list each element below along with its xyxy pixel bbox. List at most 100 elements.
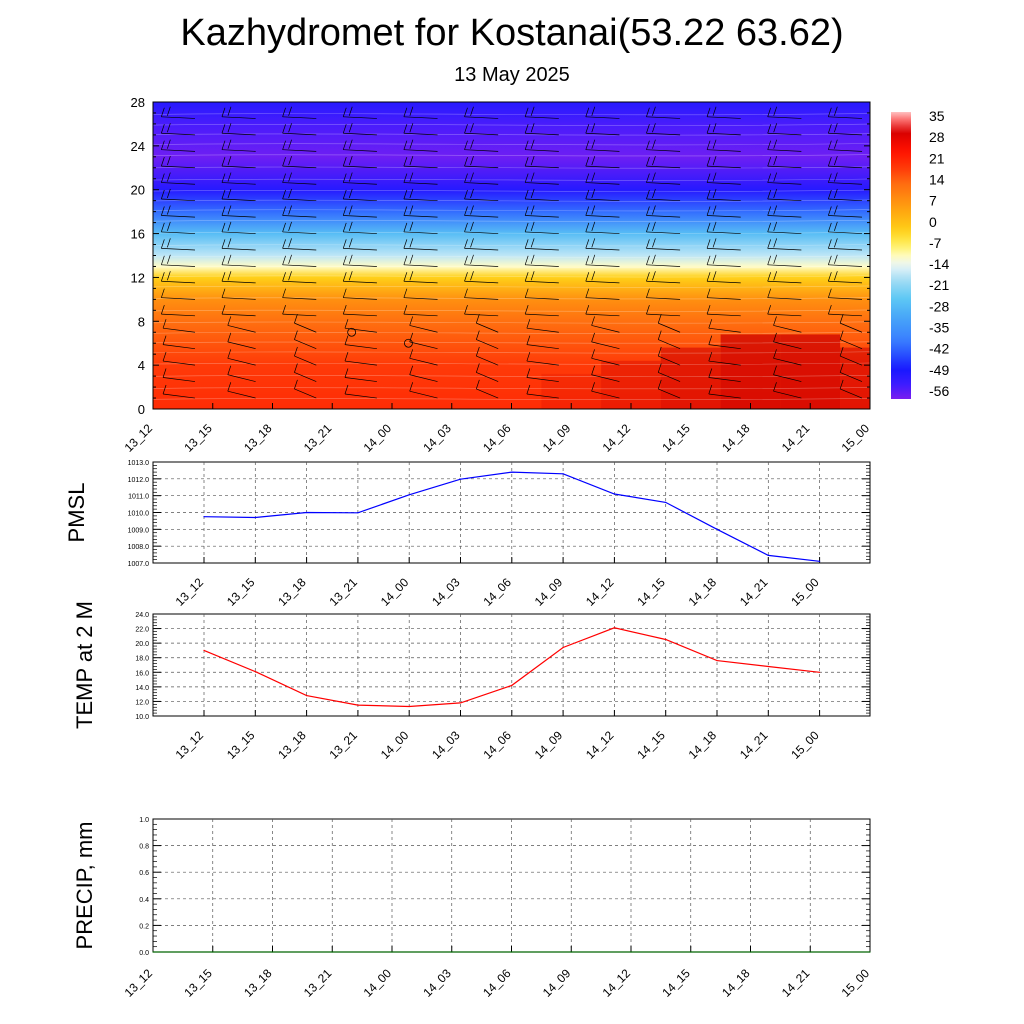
isotherm [153, 331, 870, 334]
data-point [819, 671, 821, 673]
wind-barb [585, 139, 620, 152]
wind-barb [227, 382, 256, 399]
wind-barb [827, 172, 863, 185]
wind-barb [827, 106, 863, 119]
wind-barb [221, 188, 256, 202]
wind-barb [227, 332, 256, 350]
wind-barb [403, 271, 438, 284]
wind-barb [585, 238, 620, 251]
wind-barb [646, 271, 681, 284]
x-tick-label: 14_09 [532, 728, 566, 762]
wind-barb [342, 305, 377, 317]
wind-barb [706, 123, 741, 136]
wind-barb [839, 363, 863, 382]
wind-barb [475, 363, 499, 382]
wind-barb [475, 330, 499, 350]
pmsl-panel: 1007.0 1008.0 1009.0 1010.0 1011.0 1012.0 1013… [64, 460, 871, 609]
wind-barb [827, 156, 863, 169]
wind-barb [282, 106, 317, 119]
wind-barb [767, 123, 802, 136]
wind-barb [403, 238, 438, 251]
y-tick-label: 1009.0 [128, 527, 150, 534]
y-tick-label: 0.2 [139, 923, 149, 930]
wind-barb [646, 156, 681, 169]
y-tick-label: 0.8 [139, 844, 149, 851]
isotherm [153, 265, 870, 268]
wind-barb [464, 238, 499, 251]
isotherm [153, 189, 870, 192]
isotherm [153, 113, 870, 116]
data-point [408, 494, 410, 496]
data-point [613, 493, 616, 495]
y-tick-label: 24.0 [135, 612, 149, 619]
colorbar-label: -35 [929, 320, 949, 336]
x-tick-label: 13_15 [181, 421, 215, 455]
wind-barb [591, 349, 620, 366]
wind-barb [526, 335, 559, 350]
x-tick-label: 14_15 [634, 728, 668, 762]
isotherm [153, 362, 870, 365]
wind-barb [342, 139, 377, 152]
y-tick-label: 1008.0 [128, 544, 150, 551]
wind-barb [827, 123, 863, 136]
wind-barb [591, 365, 620, 382]
wind-barb [294, 314, 317, 333]
x-tick-label: 13_12 [173, 728, 207, 762]
x-tick-label: 14_15 [659, 421, 693, 455]
data-point [408, 705, 410, 708]
wind-barb [706, 254, 741, 267]
wind-barb [221, 254, 256, 267]
isotherm [153, 123, 870, 126]
x-tick-label: 13_12 [122, 966, 156, 1000]
wind-barb [827, 254, 863, 267]
calm-circle [404, 338, 413, 348]
wind-barb [282, 139, 317, 152]
wind-barb [342, 172, 377, 185]
data-point [819, 560, 821, 562]
temp-panel: 10.0 12.0 14.0 16.0 18.0 20.0 22.0 24.0 13_12 13_… [72, 601, 871, 762]
wind-barb [646, 139, 681, 152]
wind-barb [706, 238, 741, 251]
y-axis-label: PRECIP, mm [72, 822, 97, 950]
wind-barb [409, 382, 438, 399]
wind-barb [657, 314, 681, 333]
data-point [459, 478, 462, 480]
wind-barb [646, 254, 681, 267]
x-tick-label: 13_12 [122, 421, 156, 455]
y-tick-label: 28 [131, 95, 145, 110]
colorbar-label: -7 [929, 235, 942, 251]
wind-barb [221, 221, 256, 234]
wind-barb [282, 288, 317, 300]
colorbar-label: 14 [929, 171, 945, 187]
isotherm [153, 297, 870, 300]
wind-barb [464, 106, 499, 119]
isotherm [153, 341, 870, 344]
wind-barb [526, 351, 559, 366]
wind-barb [403, 221, 438, 234]
wind-barb [221, 271, 256, 284]
y-tick-label: 1.0 [139, 817, 149, 824]
wind-barb [344, 319, 377, 333]
data-point [613, 627, 616, 629]
wind-barb [342, 188, 377, 202]
wind-barb [526, 368, 559, 382]
wind-barb [403, 172, 438, 185]
y-tick-label: 14.0 [135, 685, 149, 692]
wind-barb [524, 106, 559, 119]
wind-barb [706, 156, 741, 169]
wind-barb [646, 305, 681, 317]
data-point [511, 684, 513, 687]
wind-barb [773, 382, 802, 399]
wind-barb [773, 365, 802, 382]
x-tick-label: 14_21 [737, 575, 771, 609]
x-tick-label: 14_12 [583, 575, 617, 609]
wind-barb [344, 384, 377, 399]
data-point [203, 516, 205, 518]
colorbar-label: -42 [929, 341, 949, 357]
x-tick-label: 14_06 [480, 728, 514, 762]
colorbar-label: 7 [929, 193, 937, 209]
wind-barb [524, 271, 559, 284]
colorbar-label: 28 [929, 129, 945, 145]
wind-barb [160, 305, 196, 317]
colorbar-label: -21 [929, 277, 949, 293]
